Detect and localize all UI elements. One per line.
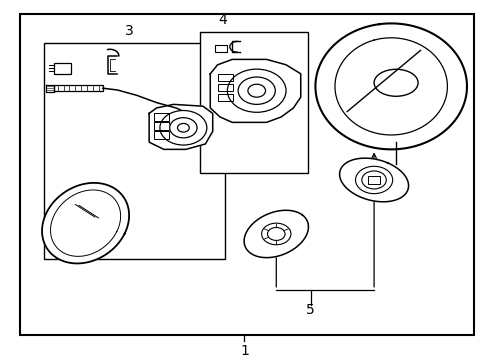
Polygon shape <box>44 43 224 259</box>
Circle shape <box>355 166 392 194</box>
Polygon shape <box>200 32 307 173</box>
Text: 1: 1 <box>240 344 248 358</box>
Circle shape <box>169 118 197 138</box>
Circle shape <box>227 69 285 112</box>
Polygon shape <box>42 183 129 264</box>
Polygon shape <box>20 14 473 335</box>
Polygon shape <box>46 85 54 92</box>
Text: 4: 4 <box>218 13 226 27</box>
Circle shape <box>247 84 265 97</box>
Polygon shape <box>217 74 233 81</box>
Polygon shape <box>334 38 447 135</box>
Polygon shape <box>215 45 227 52</box>
Polygon shape <box>339 158 408 202</box>
Circle shape <box>261 223 290 245</box>
Polygon shape <box>217 84 233 91</box>
Polygon shape <box>367 176 379 184</box>
Text: 3: 3 <box>125 24 134 37</box>
Text: 5: 5 <box>305 302 314 316</box>
Polygon shape <box>244 210 308 258</box>
Circle shape <box>177 123 189 132</box>
Circle shape <box>267 228 285 240</box>
Polygon shape <box>210 59 300 122</box>
Polygon shape <box>54 63 71 74</box>
Polygon shape <box>154 122 168 130</box>
Polygon shape <box>154 131 168 139</box>
Text: 2: 2 <box>91 202 100 216</box>
Circle shape <box>238 77 275 104</box>
Polygon shape <box>54 85 102 91</box>
Circle shape <box>160 111 206 145</box>
Polygon shape <box>154 113 168 121</box>
Circle shape <box>361 171 386 189</box>
Polygon shape <box>315 23 466 149</box>
Polygon shape <box>149 104 212 149</box>
Polygon shape <box>217 94 233 101</box>
Ellipse shape <box>373 69 417 96</box>
